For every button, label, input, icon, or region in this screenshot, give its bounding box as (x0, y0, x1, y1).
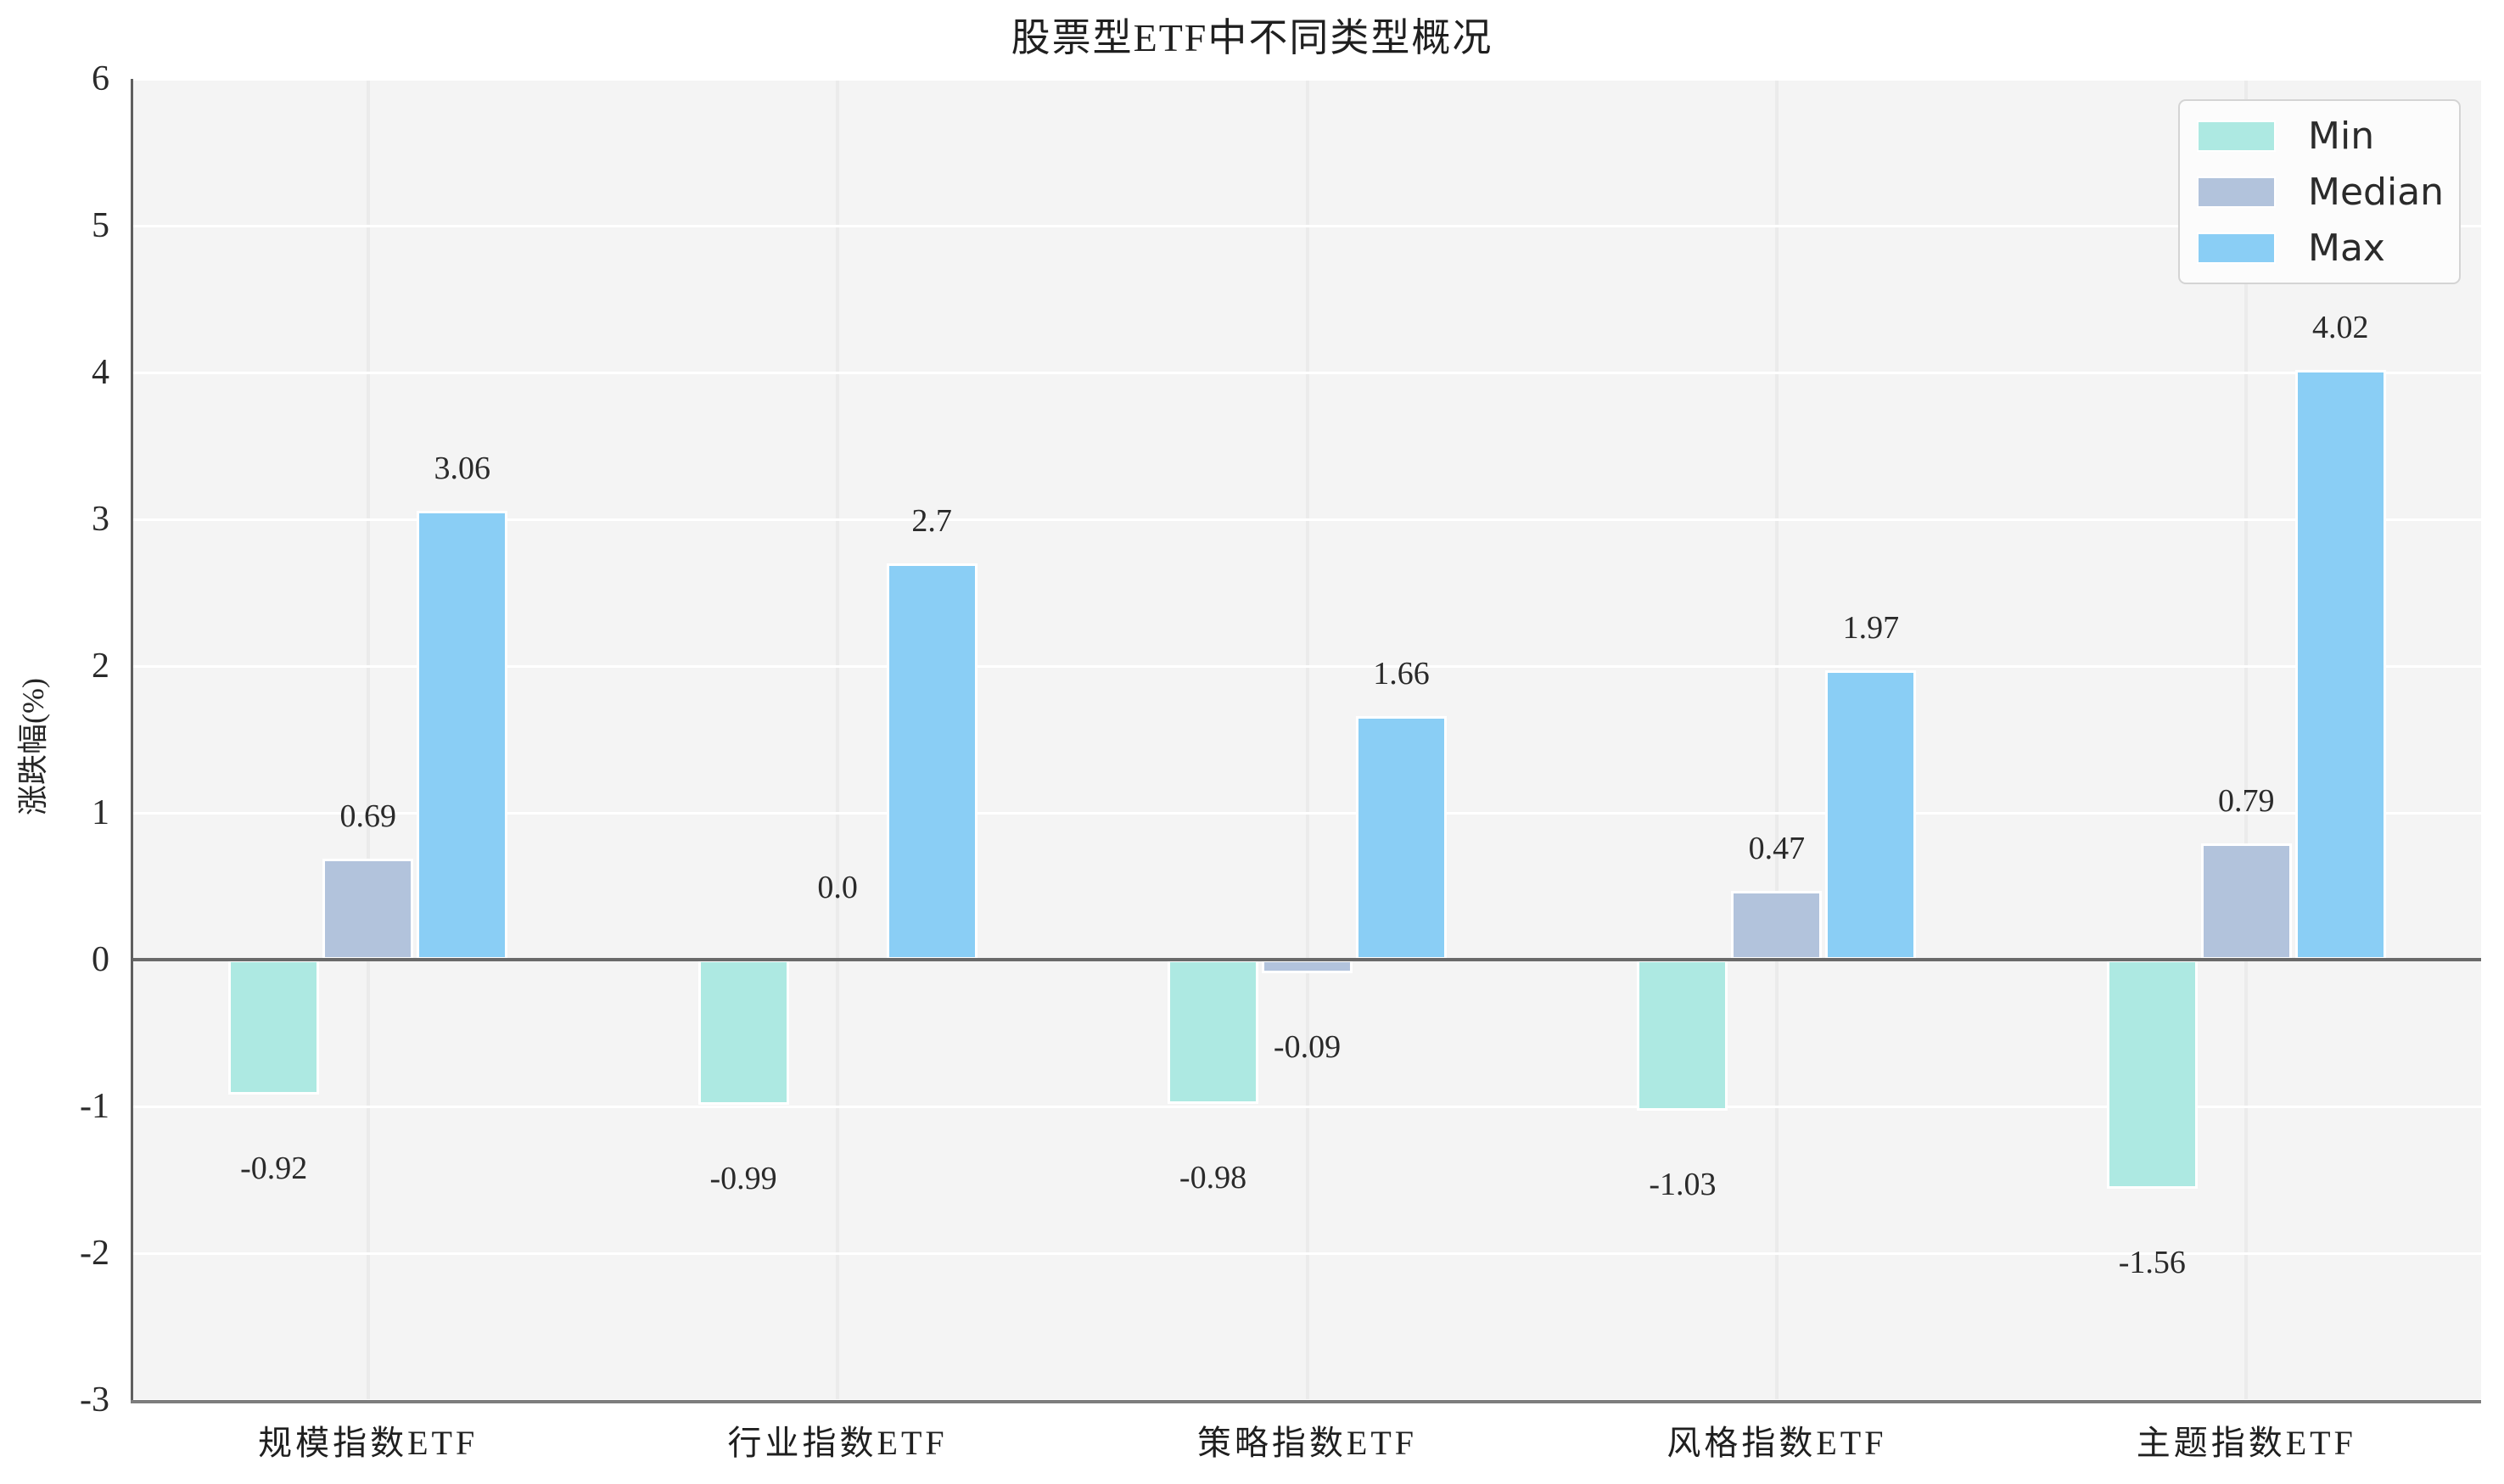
x-tick-label: 行业指数ETF (727, 1424, 948, 1462)
horizontal-gridline (133, 1252, 2481, 1255)
bar-median (2200, 843, 2292, 960)
legend-row: Min (2197, 110, 2459, 161)
vertical-gridline (1305, 79, 1309, 1400)
y-tick-label: -2 (80, 1234, 109, 1273)
bar-min (1637, 960, 1728, 1112)
bar-value-label: -0.98 (1179, 1159, 1247, 1196)
bar-value-label: 4.02 (2312, 309, 2369, 345)
vertical-gridline (836, 79, 840, 1400)
legend-label: Median (2308, 170, 2445, 214)
bar-max (886, 563, 978, 960)
horizontal-gridline (133, 1105, 2481, 1108)
y-tick-label: 6 (92, 59, 109, 98)
horizontal-gridline (133, 811, 2481, 815)
horizontal-gridline (133, 224, 2481, 227)
bottom-axis-spine (131, 1400, 2481, 1403)
bar-min (697, 960, 789, 1106)
bar-max (2294, 369, 2386, 960)
legend-label: Max (2308, 226, 2385, 270)
bar-value-label: 3.06 (434, 450, 490, 486)
zero-axis-line (133, 958, 2481, 961)
bar-max (1356, 715, 1447, 960)
bar-value-label: -1.03 (1649, 1167, 1717, 1203)
x-tick-label: 策略指数ETF (1196, 1424, 1418, 1462)
legend-swatch-max (2197, 232, 2276, 264)
x-tick-label: 风格指数ETF (1667, 1424, 1887, 1462)
y-tick-label: 3 (92, 500, 109, 539)
y-tick-label: 4 (92, 353, 109, 392)
x-tick-label: 主题指数ETF (2136, 1424, 2356, 1462)
bar-value-label: 0.79 (2218, 783, 2275, 820)
plot-area: 6 5 4 3 2 1 0 -1 -2 -3 规模指数ETF 行业指数ETF 策略指数ETF 风格指数ET… (80, 59, 2481, 1462)
bar-median (1262, 960, 1353, 973)
vertical-gridline (1774, 79, 1779, 1400)
bar-min (2106, 960, 2198, 1189)
bar-value-label: -0.09 (1273, 1028, 1342, 1065)
y-tick-label: 1 (92, 793, 109, 832)
y-tick-label: -3 (80, 1380, 109, 1420)
bar-value-label: 2.7 (911, 502, 952, 539)
legend-row: Median (2197, 166, 2459, 217)
bar-value-label: 0.47 (1748, 830, 1806, 866)
y-tick-label: 5 (92, 206, 109, 245)
vertical-gridline (366, 79, 370, 1400)
x-tick-label: 规模指数ETF (258, 1424, 479, 1462)
y-tick-label: -1 (80, 1087, 109, 1126)
bar-value-label: 1.97 (1842, 610, 1900, 647)
bar-max (417, 510, 508, 960)
bar-median (322, 858, 414, 960)
horizontal-gridline (133, 518, 2481, 521)
bar-value-label: 0.0 (817, 870, 858, 905)
legend: Min Median Max (2178, 99, 2461, 284)
left-axis-spine (131, 79, 133, 1400)
chart-title: 股票型ETF中不同类型概况 (1011, 16, 1493, 59)
legend-row: Max (2197, 222, 2459, 273)
legend-label: Min (2308, 114, 2375, 158)
legend-swatch-min (2197, 120, 2276, 152)
horizontal-gridline (133, 664, 2481, 668)
bar-value-label: -0.99 (709, 1161, 777, 1197)
vertical-gridline (2244, 79, 2249, 1400)
bar-min (228, 960, 320, 1095)
bar-min (1168, 960, 1258, 1104)
y-tick-label: 2 (92, 647, 109, 686)
bar-value-label: 0.69 (339, 798, 396, 834)
legend-swatch-median (2197, 176, 2276, 208)
bar-value-label: -1.56 (2118, 1244, 2186, 1280)
horizontal-gridline (133, 77, 2481, 81)
bar-value-label: 1.66 (1373, 655, 1430, 692)
bar-median (1731, 890, 1823, 960)
bar-max (1825, 670, 1917, 960)
bar-value-label: -0.92 (240, 1151, 308, 1187)
y-tick-label: 0 (92, 940, 109, 979)
horizontal-gridline (133, 371, 2481, 374)
